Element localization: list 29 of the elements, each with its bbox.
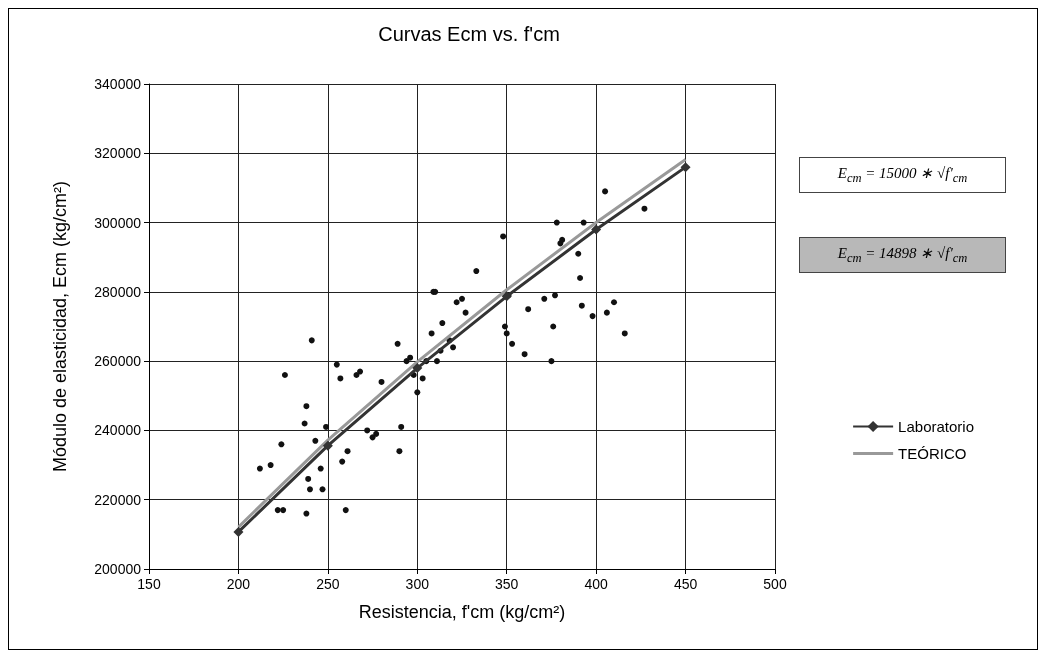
- legend-label: TEÓRICO: [898, 445, 967, 462]
- x-tick-label: 300: [405, 576, 430, 592]
- text: E$_{cm}$ = 15000 ∗ √f'$_{cm}$: [799, 157, 1006, 193]
- x-tick-label: 250: [316, 576, 340, 592]
- y-tick-label: 320000: [94, 145, 142, 162]
- x-tick-label: 500: [763, 576, 787, 592]
- point: [591, 224, 602, 235]
- x-axis-title: Resistencia, f'cm (kg/cm²): [358, 602, 566, 622]
- y-axis-title: Módulo de elasticidad, Ecm (kg/cm²): [50, 180, 70, 473]
- legend-label: Laboratorio: [898, 418, 974, 435]
- point: [233, 526, 244, 537]
- y-tick-label: 280000: [94, 283, 142, 300]
- point: [412, 363, 423, 374]
- x-tick-label: 150: [137, 576, 161, 592]
- x-tick-label: 350: [495, 576, 519, 592]
- point: [680, 162, 691, 173]
- y-tick-label: 220000: [94, 491, 142, 508]
- point: [322, 440, 333, 451]
- y-tick-label: 200000: [94, 561, 142, 577]
- y-tick-label: 300000: [94, 214, 142, 231]
- x-tick-label: 200: [226, 576, 251, 592]
- y-tick-label: 260000: [94, 353, 142, 370]
- chart-title: Curvas Ecm vs. f'cm: [378, 23, 560, 45]
- y-tick-label: 240000: [94, 422, 142, 439]
- y-tick-label: 340000: [94, 76, 142, 92]
- point: [501, 291, 512, 302]
- x-tick-label: 400: [584, 576, 609, 592]
- x-tick-label: 450: [673, 576, 698, 592]
- text: E$_{cm}$ = 14898 ∗ √f'$_{cm}$: [799, 237, 1006, 273]
